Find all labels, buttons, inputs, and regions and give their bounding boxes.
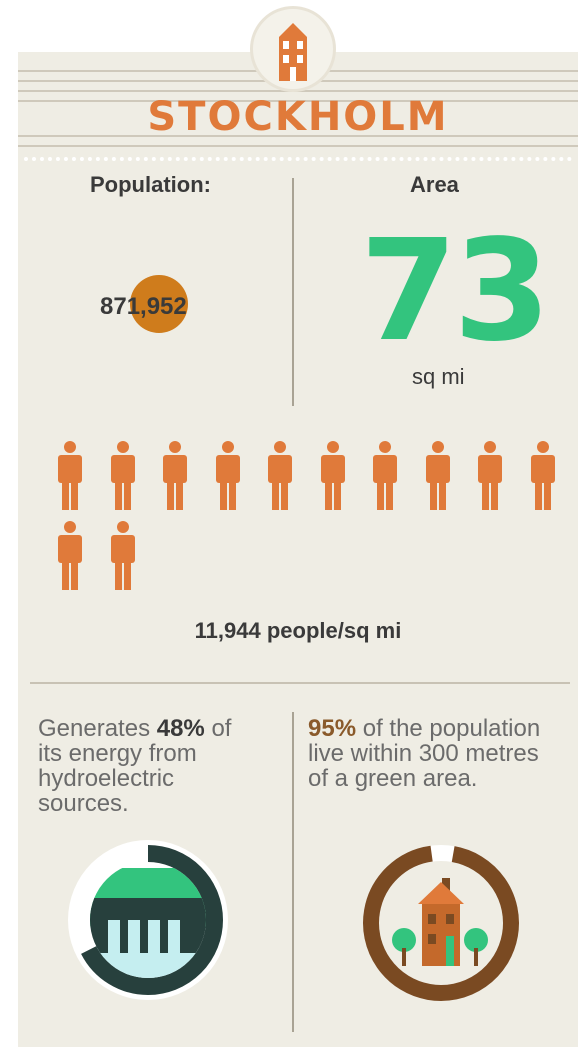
person-icon bbox=[105, 520, 141, 592]
bottom-divider bbox=[292, 712, 294, 1032]
area-label: Area bbox=[410, 172, 459, 197]
green-area-text: 95% of the population live within 300 me… bbox=[308, 715, 541, 792]
density-text: 11,944 people/sq mi bbox=[194, 618, 402, 643]
stats-divider bbox=[292, 178, 294, 406]
person-icon bbox=[262, 440, 298, 512]
area-value: 73 bbox=[360, 210, 551, 373]
person-icon bbox=[472, 440, 508, 512]
population-circle bbox=[130, 275, 188, 333]
energy-percent: 48% bbox=[156, 715, 205, 742]
building-icon bbox=[250, 6, 336, 92]
header-stripe bbox=[18, 135, 578, 137]
person-icon bbox=[52, 520, 88, 592]
person-icon bbox=[525, 440, 561, 512]
header-stripe bbox=[18, 145, 578, 147]
section-divider bbox=[30, 682, 570, 684]
person-icon bbox=[367, 440, 403, 512]
dotted-divider bbox=[24, 157, 572, 161]
header-stripe bbox=[18, 100, 578, 102]
person-icon bbox=[420, 440, 456, 512]
house-with-trees-icon bbox=[360, 842, 522, 1004]
person-icon bbox=[315, 440, 351, 512]
person-icon bbox=[52, 440, 88, 512]
person-icon bbox=[210, 440, 246, 512]
green-percent: 95% bbox=[308, 715, 357, 742]
hydroelectric-dam-icon bbox=[66, 838, 230, 1002]
population-value: 871,952 bbox=[100, 293, 187, 320]
person-icon bbox=[105, 440, 141, 512]
city-title: STOCKHOLM bbox=[147, 94, 449, 140]
population-label: Population: bbox=[90, 172, 211, 197]
area-unit: sq mi bbox=[412, 364, 465, 389]
person-icon bbox=[157, 440, 193, 512]
energy-text: Generates 48% of its energy from hydroel… bbox=[38, 715, 232, 817]
